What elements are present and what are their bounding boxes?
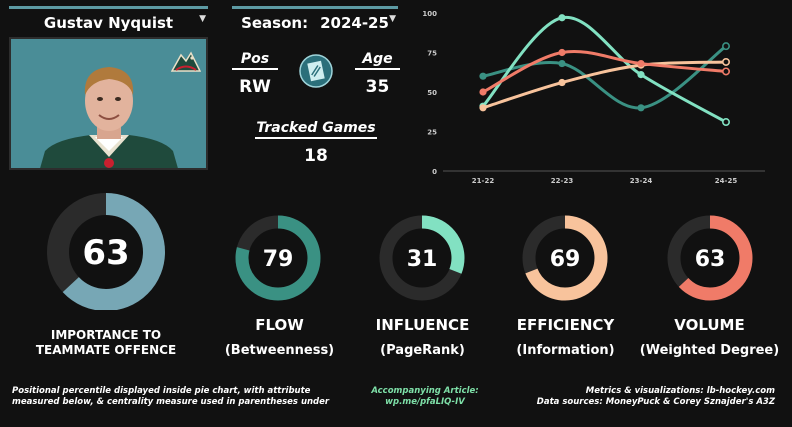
- series-line-efficiency: [482, 60, 727, 110]
- y-tick-label: 0: [432, 168, 437, 176]
- importance-subtitle: TEAMMATE OFFENCE: [35, 343, 177, 357]
- donut-arc-influence: [379, 215, 465, 301]
- team-logo-icon: [171, 51, 201, 72]
- influence-subtitle: (PageRank): [380, 343, 465, 358]
- series-point-volume: [558, 48, 566, 57]
- efficiency-title: EFFICIENCY: [516, 316, 615, 334]
- footer-article-label: Accompanying Article:: [371, 386, 479, 396]
- donut-arc-flow: [235, 215, 321, 301]
- player-name: Gustav Nyquist: [43, 14, 174, 32]
- donut-value-efficiency: 69: [550, 247, 581, 272]
- footer-article-link[interactable]: wp.me/pfaLIQ-IV: [385, 397, 465, 407]
- series-point-efficiency: [479, 104, 487, 112]
- footer-right-line2: Data sources: MoneyPuck & Corey Sznajder…: [536, 397, 775, 407]
- series-point-volume: [479, 88, 487, 96]
- y-tick-label: 25: [427, 129, 437, 137]
- series-point-efficiency: [721, 57, 730, 66]
- y-tick-label: 75: [427, 50, 437, 58]
- chevron-down-icon: ▼: [199, 14, 206, 24]
- league-logo-icon: [299, 54, 333, 88]
- pos-value: RW: [239, 77, 271, 97]
- donut-value-flow: 79: [263, 247, 294, 272]
- series-point-flow: [558, 59, 566, 68]
- tracked-games-label: Tracked Games: [255, 120, 377, 139]
- y-tick-label: 100: [422, 10, 437, 18]
- donut-value-influence: 31: [407, 247, 438, 272]
- tracked-games-value: 18: [304, 146, 328, 166]
- x-tick-label: 23-24: [630, 177, 653, 185]
- influence-title: INFLUENCE: [375, 316, 470, 334]
- x-tick-label: 22-23: [551, 177, 574, 185]
- volume-title: VOLUME: [674, 316, 745, 334]
- footer-left-line1: Positional percentile displayed inside p…: [12, 386, 311, 396]
- y-tick-label: 50: [427, 89, 437, 97]
- series-point-influence: [721, 118, 730, 127]
- x-tick-label: 24-25: [715, 177, 738, 185]
- season-label: Season:: [241, 14, 309, 32]
- season-dropdown[interactable]: Season: 2024-25 ▼: [232, 6, 398, 37]
- donut-arc-efficiency: [522, 215, 608, 301]
- x-tick-label: 21-22: [472, 177, 495, 185]
- flow-subtitle: (Betweenness): [224, 343, 335, 358]
- chevron-down-icon: ▼: [389, 14, 396, 24]
- footer-right-line1: Metrics & visualizations: lb-hockey.com: [585, 386, 775, 396]
- player-headshot: [11, 39, 206, 168]
- series-line-influence: [481, 15, 727, 124]
- series-point-flow: [721, 42, 730, 51]
- series-point-flow: [479, 72, 487, 80]
- donut-arc-volume: [667, 215, 753, 301]
- series-point-volume: [721, 67, 730, 76]
- series-point-influence: [637, 71, 645, 79]
- footer-left: Positional percentile displayed inside p…: [12, 386, 342, 408]
- donut-arc-importance: [47, 193, 165, 310]
- series-point-efficiency: [558, 78, 566, 87]
- metric-donuts: 63 79 31 69 63: [47, 193, 753, 310]
- volume-subtitle: (Weighted Degree): [639, 343, 780, 358]
- season-value: 2024-25: [320, 14, 389, 32]
- importance-title: IMPORTANCE TO: [50, 328, 162, 342]
- series-point-volume: [637, 59, 645, 68]
- donut-value-importance: 63: [82, 233, 129, 273]
- footer-right: Metrics & visualizations: lb-hockey.com …: [520, 386, 775, 408]
- age-label: Age: [355, 51, 400, 70]
- flow-title: FLOW: [255, 316, 304, 334]
- trend-line-chart: 0 25 50 75 100 21-22 22-23 23-24 24-25: [422, 10, 765, 185]
- series-line-volume: [482, 50, 727, 94]
- footer-left-line2: measured below, & centrality measure use…: [12, 397, 330, 407]
- player-photo: [9, 37, 208, 170]
- footer-article[interactable]: Accompanying Article: wp.me/pfaLIQ-IV: [340, 386, 510, 408]
- series-point-influence: [558, 14, 566, 22]
- series-line-flow: [482, 44, 727, 110]
- pos-label: Pos: [232, 51, 278, 70]
- age-value: 35: [365, 77, 390, 97]
- series-point-flow: [637, 104, 645, 112]
- efficiency-subtitle: (Information): [516, 343, 615, 358]
- donut-value-volume: 63: [695, 247, 726, 272]
- player-dropdown[interactable]: Gustav Nyquist ▼: [9, 6, 208, 37]
